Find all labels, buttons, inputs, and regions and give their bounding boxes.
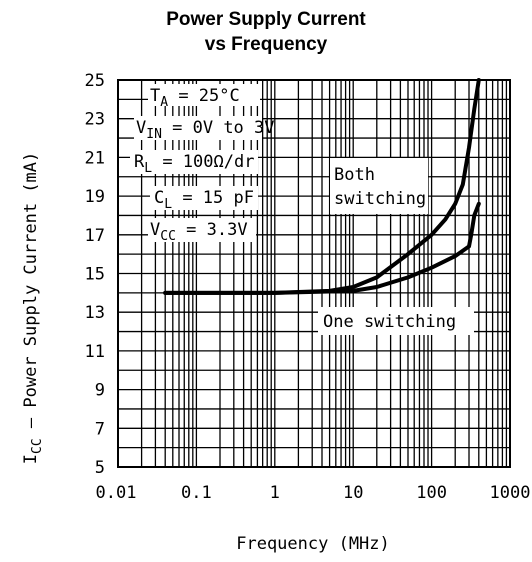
- condition-vcc: VCC = 3.3V: [150, 220, 248, 244]
- y-tick-label: 23: [85, 110, 105, 130]
- x-tick-label: 100: [416, 483, 447, 503]
- condition-vin-main: V: [136, 118, 146, 138]
- y-tick-label: 7: [95, 419, 105, 439]
- y-axis-label-sub: CC: [30, 438, 45, 454]
- y-axis-label-rest: – Power Supply Current (mA): [21, 152, 41, 439]
- x-axis-label: Frequency (MHz): [236, 534, 390, 554]
- chart-title-line1: Power Supply Current: [166, 9, 366, 30]
- condition-cl-sub: L: [164, 197, 172, 212]
- condition-vin-rest: = 0V to 3V: [162, 118, 275, 138]
- annotation-background: [130, 150, 258, 174]
- condition-vcc-sub: CC: [160, 229, 176, 244]
- condition-cl: CL = 15 pF: [154, 188, 254, 212]
- y-tick-label: 21: [85, 148, 105, 168]
- ticks-layer: 5 7 9 11 13 15 17 19 21 23 25 0.01 0.1 1 10 100 1000: [85, 71, 531, 503]
- condition-ta-main: T: [150, 86, 160, 106]
- series-label-one: One switching: [323, 312, 456, 332]
- y-tick-label: 11: [85, 342, 105, 362]
- y-tick-label: 13: [85, 303, 105, 323]
- series-line-one-switching: [163, 201, 481, 295]
- x-tick-label: 10: [343, 483, 363, 503]
- annotation-background: [148, 218, 256, 242]
- condition-rl: RL = 100Ω/dr: [134, 152, 254, 176]
- grid: [117, 79, 511, 468]
- condition-ta: TA = 25°C: [150, 86, 240, 110]
- y-tick-label: 25: [85, 71, 105, 91]
- chart-title-line2: vs Frequency: [205, 34, 328, 55]
- plot-frame: [117, 79, 511, 468]
- series-layer: [163, 78, 481, 295]
- condition-vcc-main: V: [150, 220, 160, 240]
- y-tick-label: 9: [95, 381, 105, 401]
- condition-ta-sub: A: [160, 95, 168, 110]
- condition-vin-sub: IN: [146, 127, 162, 142]
- annotation-background: [330, 158, 428, 214]
- y-tick-label: 15: [85, 265, 105, 285]
- annotation-background: [148, 84, 260, 106]
- y-tick-label: 5: [95, 458, 105, 478]
- x-tick-label: 1: [270, 483, 280, 503]
- series-label-both-line1: Both: [334, 165, 375, 185]
- annotation-background: [318, 307, 474, 335]
- y-tick-label: 19: [85, 187, 105, 207]
- condition-vin: VIN = 0V to 3V: [136, 118, 275, 142]
- condition-vcc-rest: = 3.3V: [176, 220, 248, 240]
- condition-rl-rest: = 100Ω/dr: [152, 152, 254, 172]
- annotation-background: [134, 116, 262, 140]
- series-label-both-line2: switching: [334, 189, 426, 209]
- condition-cl-rest: = 15 pF: [172, 188, 254, 208]
- condition-rl-sub: L: [144, 161, 152, 176]
- x-tick-label: 1000: [490, 483, 531, 503]
- y-axis-label: ICC – Power Supply Current (mA): [21, 152, 45, 464]
- condition-cl-main: C: [154, 188, 164, 208]
- condition-ta-rest: = 25°C: [168, 86, 240, 106]
- x-tick-label: 0.1: [181, 483, 212, 503]
- x-tick-label: 0.01: [96, 483, 137, 503]
- y-tick-label: 17: [85, 226, 105, 246]
- condition-rl-main: R: [134, 152, 145, 172]
- y-axis-label-main: I: [21, 454, 41, 464]
- annotation-background: [150, 186, 258, 210]
